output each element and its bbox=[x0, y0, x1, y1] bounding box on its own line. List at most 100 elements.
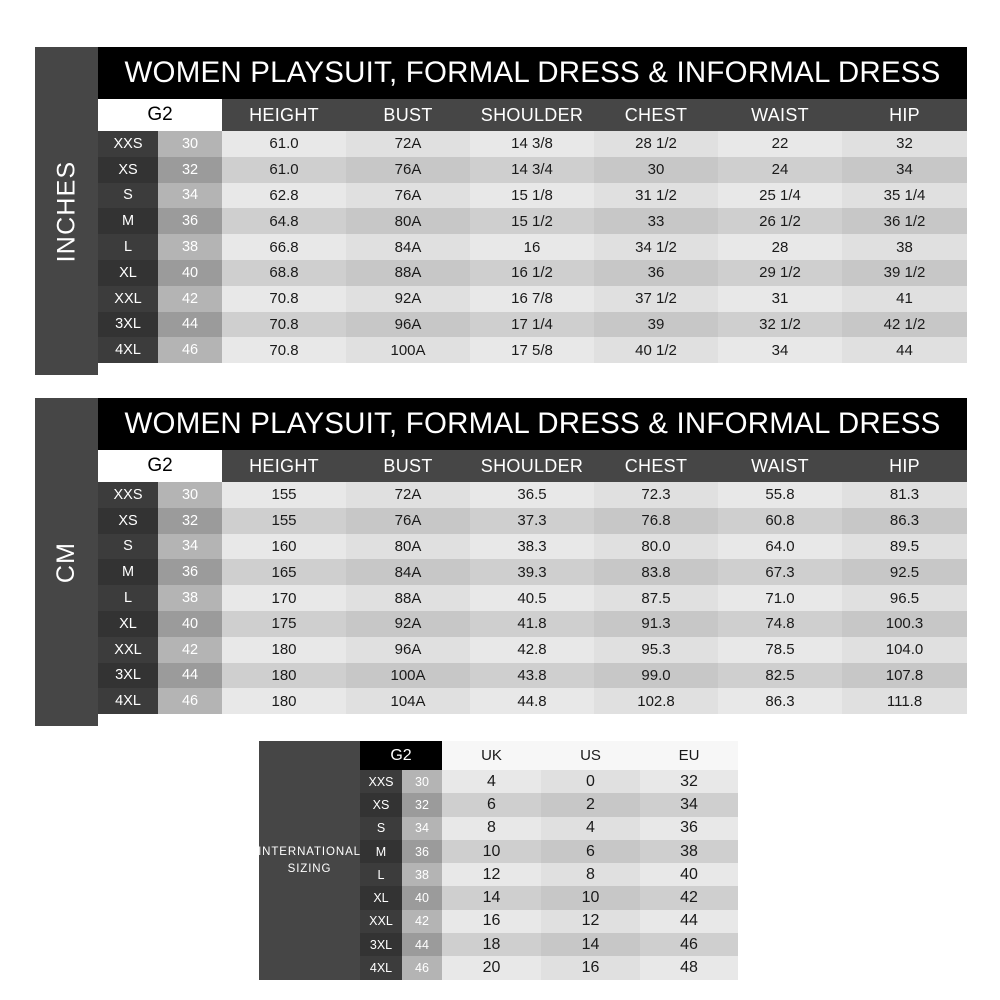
cell-size-number: 34 bbox=[158, 182, 223, 209]
cell-size-label: XS bbox=[98, 507, 158, 534]
cell-measurement: 39.3 bbox=[470, 559, 595, 586]
cell-measurement: 68.8 bbox=[222, 259, 347, 286]
cell-measurement: 32 bbox=[842, 131, 968, 157]
cell-measurement: 100A bbox=[346, 662, 471, 689]
table-row: M 36 165 84A 39.3 83.8 67.3 92.5 bbox=[98, 559, 968, 586]
cell-measurement: 36 1/2 bbox=[842, 208, 968, 235]
cell-measurement: 44 bbox=[640, 909, 738, 934]
cell-measurement: 96A bbox=[346, 311, 471, 338]
cell-measurement: 8 bbox=[541, 863, 640, 887]
cell-measurement: 26 1/2 bbox=[718, 208, 843, 235]
cell-measurement: 12 bbox=[541, 909, 640, 934]
cell-measurement: 14 3/8 bbox=[470, 131, 595, 157]
cell-measurement: 180 bbox=[222, 662, 347, 689]
cell-measurement: 44 bbox=[842, 337, 968, 364]
cell-measurement: 76A bbox=[346, 507, 471, 534]
cell-measurement: 84A bbox=[346, 559, 471, 586]
cell-size-label: 4XL bbox=[98, 688, 158, 715]
cell-measurement: 92A bbox=[346, 610, 471, 637]
cell-measurement: 99.0 bbox=[594, 662, 719, 689]
cell-measurement: 46 bbox=[640, 933, 738, 957]
cell-measurement: 96A bbox=[346, 636, 471, 663]
header-us: US bbox=[541, 741, 640, 770]
cell-size-number: 36 bbox=[158, 208, 223, 235]
header-eu: EU bbox=[640, 741, 738, 770]
table-row: 4XL 46 180 104A 44.8 102.8 86.3 111.8 bbox=[98, 688, 968, 715]
cell-measurement: 107.8 bbox=[842, 662, 968, 689]
cell-size-number: 44 bbox=[158, 311, 223, 338]
cell-measurement: 76A bbox=[346, 156, 471, 183]
cell-measurement: 20 bbox=[442, 956, 541, 980]
cell-size-number: 34 bbox=[402, 816, 442, 840]
cell-measurement: 29 1/2 bbox=[718, 259, 843, 286]
table-row: S 34 8 4 36 bbox=[360, 816, 738, 840]
cell-measurement: 30 bbox=[594, 156, 719, 183]
header-size-g2: G2 bbox=[98, 99, 223, 131]
cell-size-number: 36 bbox=[158, 559, 223, 586]
cell-size-number: 44 bbox=[158, 662, 223, 689]
table-row: XS 32 61.0 76A 14 3/4 30 24 34 bbox=[98, 156, 968, 183]
international-table: G2 UK US EU XXS 30 4 0 32 XS 32 6 2 34 S 34 8 4 36 M 36 1… bbox=[360, 741, 738, 980]
cell-size-label: XXS bbox=[98, 131, 158, 157]
table-row: XL 40 14 10 42 bbox=[360, 886, 738, 910]
international-sizing-label-text: INTERNATIONAL SIZING bbox=[258, 844, 361, 877]
table-row: S 34 160 80A 38.3 80.0 64.0 89.5 bbox=[98, 533, 968, 560]
cell-size-label: S bbox=[360, 816, 402, 840]
cell-measurement: 0 bbox=[541, 770, 640, 794]
cell-measurement: 34 bbox=[718, 337, 843, 364]
cell-measurement: 72.3 bbox=[594, 482, 719, 508]
table-row: XS 32 6 2 34 bbox=[360, 793, 738, 817]
header-height: HEIGHT bbox=[222, 450, 347, 482]
cell-size-number: 30 bbox=[158, 131, 223, 157]
cell-measurement: 6 bbox=[541, 839, 640, 864]
header-height: HEIGHT bbox=[222, 99, 347, 131]
cell-measurement: 61.0 bbox=[222, 131, 347, 157]
header-shoulder: SHOULDER bbox=[470, 450, 595, 482]
cell-size-label: XXS bbox=[98, 482, 158, 508]
cell-size-number: 46 bbox=[158, 337, 223, 364]
cell-measurement: 16 bbox=[442, 909, 541, 934]
cell-measurement: 35 1/4 bbox=[842, 182, 968, 209]
cell-measurement: 62.8 bbox=[222, 182, 347, 209]
cell-size-label: XL bbox=[98, 610, 158, 637]
cell-measurement: 18 bbox=[442, 933, 541, 957]
cell-measurement: 88A bbox=[346, 585, 471, 611]
cell-measurement: 80A bbox=[346, 533, 471, 560]
cell-measurement: 17 5/8 bbox=[470, 337, 595, 364]
cell-measurement: 72A bbox=[346, 131, 471, 157]
cell-size-number: 32 bbox=[158, 156, 223, 183]
cell-size-label: 3XL bbox=[360, 933, 402, 957]
cell-measurement: 31 bbox=[718, 285, 843, 312]
table-row: L 38 66.8 84A 16 34 1/2 28 38 bbox=[98, 234, 968, 260]
cell-measurement: 16 7/8 bbox=[470, 285, 595, 312]
cell-size-number: 32 bbox=[402, 793, 442, 817]
header-hip: HIP bbox=[842, 99, 968, 131]
cell-size-number: 40 bbox=[158, 610, 223, 637]
cell-size-label: 3XL bbox=[98, 311, 158, 338]
cell-measurement: 104A bbox=[346, 688, 471, 715]
header-waist: WAIST bbox=[718, 99, 843, 131]
cell-measurement: 38 bbox=[640, 839, 738, 864]
cell-measurement: 92.5 bbox=[842, 559, 968, 586]
cell-size-label: XXL bbox=[98, 285, 158, 312]
cell-measurement: 165 bbox=[222, 559, 347, 586]
chart-body: WOMEN PLAYSUIT, FORMAL DRESS & INFORMAL … bbox=[98, 398, 968, 726]
cell-measurement: 39 bbox=[594, 311, 719, 338]
cell-size-label: XL bbox=[98, 259, 158, 286]
cell-measurement: 37 1/2 bbox=[594, 285, 719, 312]
cell-measurement: 41.8 bbox=[470, 610, 595, 637]
table-row: M 36 10 6 38 bbox=[360, 839, 738, 864]
cell-size-label: M bbox=[360, 839, 402, 864]
cell-measurement: 16 bbox=[470, 234, 595, 260]
cell-size-label: M bbox=[98, 208, 158, 235]
header-row: G2 UK US EU bbox=[360, 741, 738, 770]
cell-measurement: 104.0 bbox=[842, 636, 968, 663]
cell-size-number: 42 bbox=[158, 285, 223, 312]
cell-measurement: 4 bbox=[541, 816, 640, 840]
cell-measurement: 40.5 bbox=[470, 585, 595, 611]
cell-measurement: 25 1/4 bbox=[718, 182, 843, 209]
size-chart-cm: CM WOMEN PLAYSUIT, FORMAL DRESS & INFORM… bbox=[35, 398, 968, 726]
cell-measurement: 38.3 bbox=[470, 533, 595, 560]
cell-measurement: 66.8 bbox=[222, 234, 347, 260]
